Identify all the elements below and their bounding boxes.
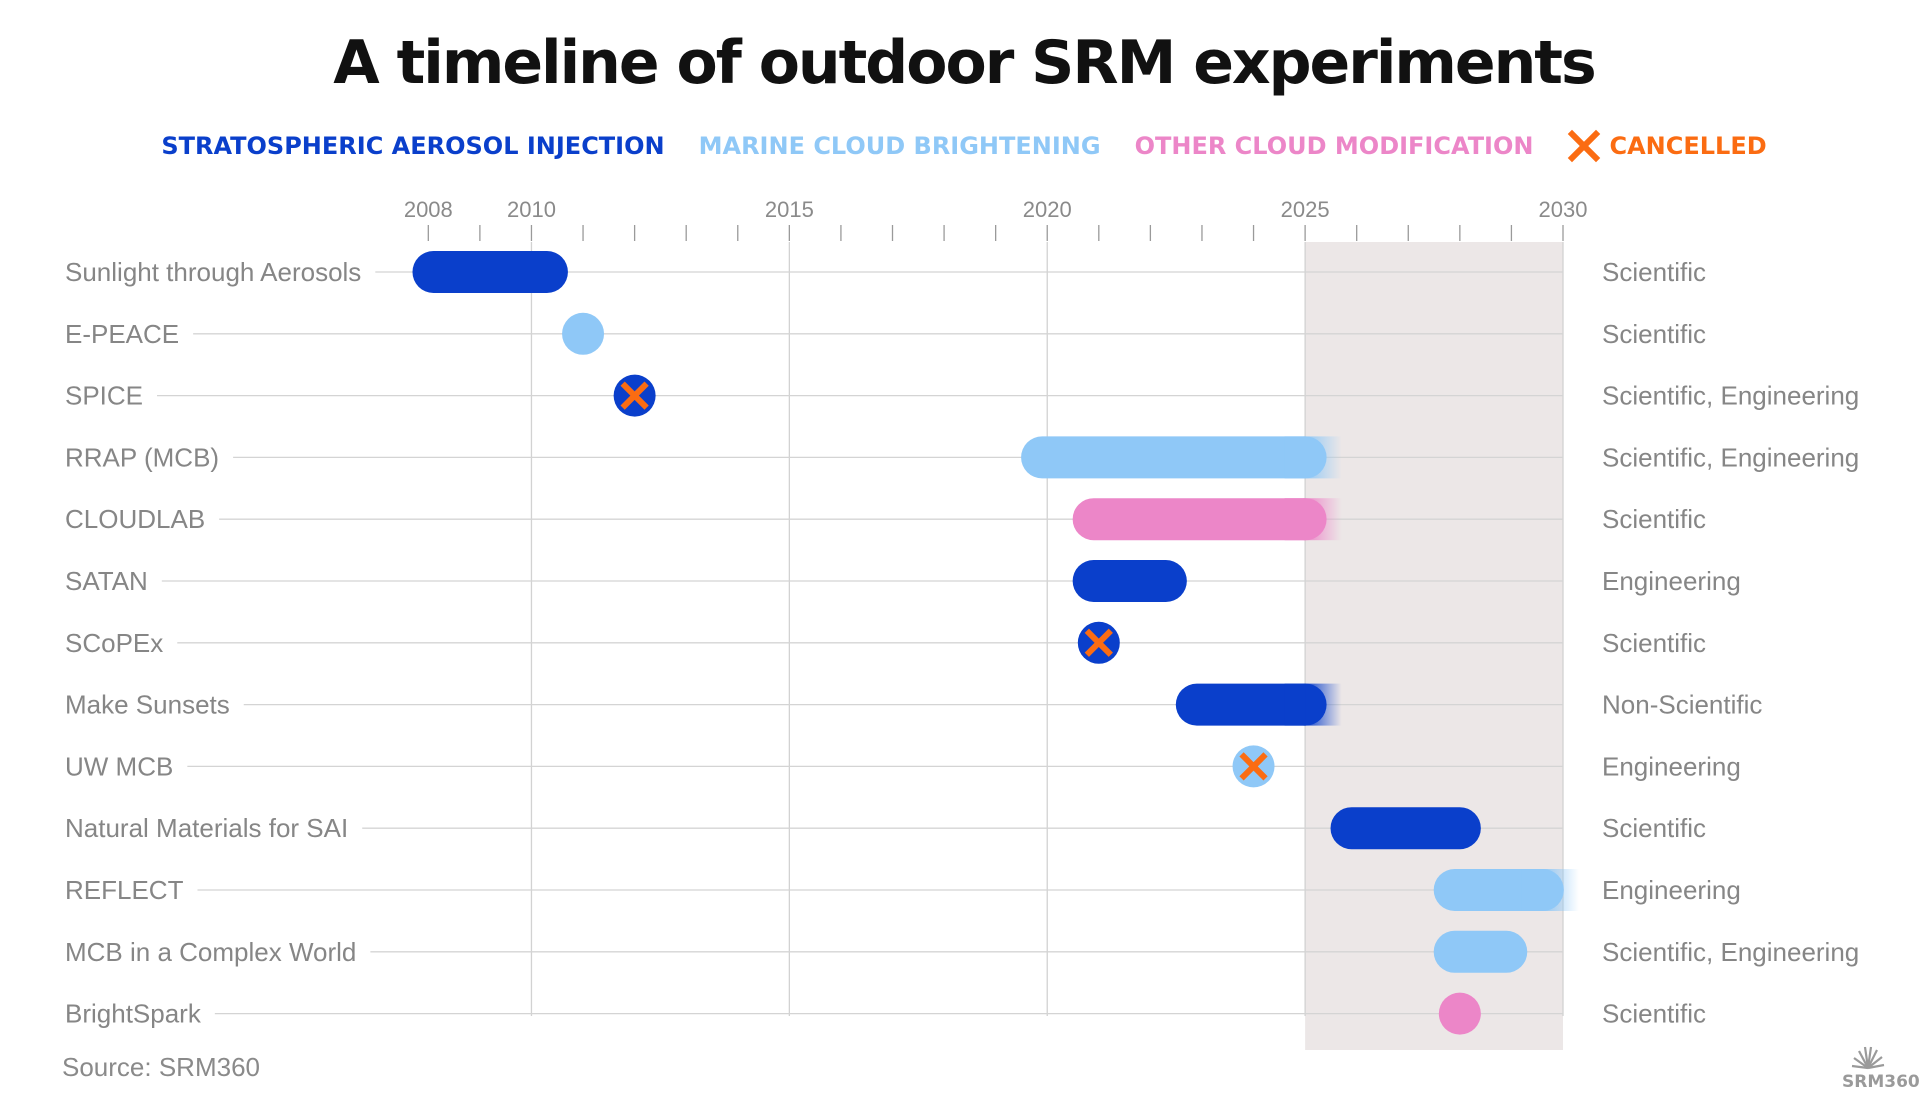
experiment-name: CLOUDLAB [65, 504, 205, 534]
experiment-name: UW MCB [65, 751, 173, 781]
duration-bar-fade [1303, 683, 1342, 726]
x-tick-label-2008: 2008 [404, 197, 453, 222]
experiment-name: E-PEACE [65, 319, 179, 349]
experiment-row: Sunlight through Aerosols Scientific [65, 251, 1706, 293]
legend-item-mcb: MARINE CLOUD BRIGHTENING [699, 132, 1101, 160]
experiment-purpose: Scientific [1602, 319, 1706, 349]
x-tick-label-2020: 2020 [1023, 197, 1072, 222]
experiment-row: Make Sunsets Non-Scientific [65, 683, 1762, 726]
duration-bar [1072, 560, 1187, 602]
experiment-name: Sunlight through Aerosols [65, 257, 361, 287]
experiment-row: Natural Materials for SAI Scientific [65, 807, 1706, 850]
duration-bar-join [1284, 498, 1306, 541]
experiment-name: REFLECT [65, 875, 184, 905]
sunburst-icon [1851, 1046, 1885, 1070]
experiment-purpose: Scientific, Engineering [1602, 381, 1859, 411]
experiment-name: Make Sunsets [65, 690, 230, 720]
experiment-purpose: Scientific, Engineering [1602, 442, 1859, 472]
duration-bar-fade [1540, 869, 1579, 911]
duration-bar [412, 251, 568, 293]
source-note: Source: SRM360 [62, 1052, 260, 1082]
experiment-row: UW MCB Engineering [65, 745, 1741, 788]
experiment-name: BrightSpark [65, 999, 202, 1029]
duration-bar-join [1521, 869, 1543, 911]
x-tick-label-2030: 2030 [1539, 197, 1588, 222]
experiment-purpose: Scientific, Engineering [1602, 937, 1859, 967]
experiment-purpose: Scientific [1602, 257, 1706, 287]
x-tick-label-2015: 2015 [765, 197, 814, 222]
legend-item-sai: STRATOSPHERIC AEROSOL INJECTION [161, 132, 664, 160]
experiment-row: SATAN Engineering [65, 560, 1741, 602]
cancelled-x-icon [1568, 129, 1601, 163]
experiment-name: Natural Materials for SAI [65, 813, 348, 843]
experiment-row: BrightSpark Scientific [65, 992, 1706, 1035]
experiment-purpose: Scientific [1602, 813, 1706, 843]
experiment-row: CLOUDLAB Scientific [65, 498, 1706, 541]
logo-text: SRM360 [1842, 1072, 1920, 1090]
future-shade-region [1305, 242, 1563, 1050]
chart-title: A timeline of outdoor SRM experiments [333, 28, 1596, 98]
event-dot [562, 312, 605, 355]
experiment-name: RRAP (MCB) [65, 442, 219, 472]
duration-bar-fade [1303, 436, 1342, 479]
cancelled-mark [1084, 628, 1113, 657]
legend-label-sai: STRATOSPHERIC AEROSOL INJECTION [161, 132, 665, 160]
experiment-row: RRAP (MCB) Scientific, Engineering [65, 436, 1859, 479]
experiment-purpose: Engineering [1602, 566, 1741, 596]
duration-bar [1330, 807, 1481, 850]
duration-bar [1433, 930, 1528, 973]
event-dot [1438, 992, 1481, 1035]
x-tick-label-2010: 2010 [507, 197, 556, 222]
experiment-row: E-PEACE Scientific [65, 312, 1706, 355]
legend-item-ocm: OTHER CLOUD MODIFICATION [1135, 132, 1534, 160]
cancelled-mark [620, 381, 649, 410]
experiment-purpose: Engineering [1602, 751, 1741, 781]
legend-label-mcb: MARINE CLOUD BRIGHTENING [698, 132, 1101, 160]
experiment-name: SCoPEx [65, 628, 163, 658]
x-tick-label-2025: 2025 [1281, 197, 1330, 222]
experiment-row: REFLECT Engineering [65, 869, 1741, 911]
experiment-row: SCoPEx Scientific [65, 621, 1706, 664]
experiment-name: SPICE [65, 381, 143, 411]
duration-bar-join [1284, 683, 1306, 726]
experiment-purpose: Scientific [1602, 504, 1706, 534]
legend: STRATOSPHERIC AEROSOL INJECTION MARINE C… [0, 128, 1928, 164]
experiment-row: SPICE Scientific, Engineering [65, 374, 1859, 417]
srm360-logo: SRM360 [1842, 1046, 1920, 1090]
legend-item-cancelled: CANCELLED [1567, 129, 1767, 163]
experiment-purpose: Non-Scientific [1602, 690, 1762, 720]
duration-bar-join [1284, 436, 1306, 479]
experiment-purpose: Scientific [1602, 628, 1706, 658]
duration-bar [1072, 498, 1327, 541]
experiment-row: MCB in a Complex World Scientific, Engine… [65, 930, 1859, 973]
experiment-name: MCB in a Complex World [65, 937, 356, 967]
legend-label-cancelled: CANCELLED [1609, 132, 1767, 160]
duration-bar-fade [1303, 498, 1342, 541]
experiment-purpose: Scientific [1602, 999, 1706, 1029]
legend-label-ocm: OTHER CLOUD MODIFICATION [1134, 132, 1534, 160]
cancelled-mark [1239, 752, 1268, 781]
duration-bar [1021, 436, 1327, 479]
experiment-purpose: Engineering [1602, 875, 1741, 905]
experiment-name: SATAN [65, 566, 148, 596]
